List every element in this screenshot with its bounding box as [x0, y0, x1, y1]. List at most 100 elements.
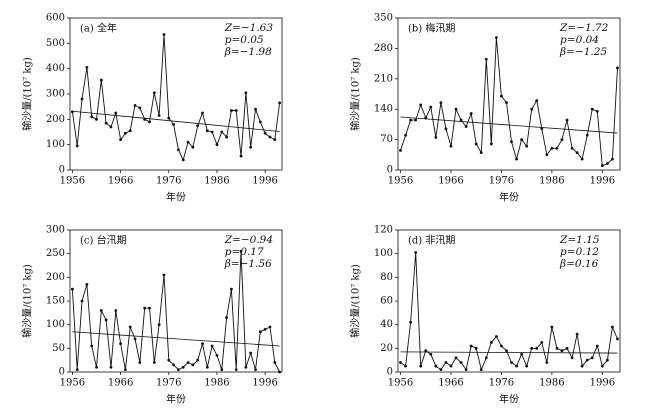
data-point	[95, 117, 98, 121]
data-point	[268, 135, 272, 139]
panel: 0 50 100 150 200 250 300 1956 1966 1976 1986 1996 年份…	[21, 225, 283, 406]
data-point	[196, 124, 200, 128]
data-point	[429, 105, 433, 109]
data-point	[585, 133, 589, 137]
y-tick-label: 600	[46, 13, 65, 24]
data-point	[104, 318, 108, 322]
data-point	[595, 109, 599, 113]
x-axis-label: 年份	[166, 393, 186, 406]
data-point	[590, 356, 594, 360]
data-point	[90, 344, 94, 348]
data-point	[419, 103, 423, 107]
data-point	[263, 328, 267, 331]
data-point	[605, 162, 609, 165]
data-point	[177, 368, 180, 372]
data-point	[404, 133, 407, 137]
data-point	[148, 120, 151, 124]
data-point	[550, 325, 554, 329]
data-point	[474, 142, 478, 146]
data-point	[177, 148, 180, 152]
x-tick-label: 1966	[438, 176, 463, 187]
data-point	[505, 101, 508, 105]
data-line	[71, 251, 281, 373]
data-point	[464, 125, 468, 128]
data-point	[268, 325, 272, 329]
data-point	[530, 107, 534, 111]
data-point	[489, 341, 493, 344]
panel-label: (c) 台汛期	[80, 234, 127, 247]
y-tick-label: 210	[374, 73, 393, 84]
data-point	[540, 127, 544, 131]
data-point	[439, 368, 443, 372]
data-point	[191, 363, 195, 367]
x-tick-label: 1986	[539, 176, 564, 187]
data-point	[278, 370, 281, 374]
data-point	[119, 138, 122, 142]
data-point	[570, 356, 574, 360]
data-point	[510, 140, 513, 144]
data-point	[525, 144, 529, 148]
x-tick-label: 1976	[156, 176, 181, 187]
x-tick-label: 1966	[438, 378, 463, 389]
data-point	[258, 120, 262, 124]
x-tick-label: 1986	[539, 378, 564, 389]
data-point	[595, 344, 599, 348]
y-tick-label: 350	[374, 13, 393, 24]
y-tick-label: 500	[46, 38, 65, 49]
data-point	[510, 361, 513, 364]
data-point	[530, 346, 534, 350]
data-point	[143, 306, 147, 310]
data-point	[500, 344, 503, 348]
data-point	[449, 364, 453, 368]
data-point	[580, 364, 584, 368]
panel: 0 100 200 300 400 500 600 1956 1966 1976 1986 1996 年…	[21, 13, 283, 204]
data-point	[469, 112, 473, 115]
data-point	[555, 346, 559, 350]
data-point	[409, 118, 413, 122]
data-point	[181, 158, 185, 162]
data-point	[210, 130, 214, 134]
data-point	[181, 365, 185, 369]
data-point	[109, 365, 113, 369]
data-point	[273, 361, 277, 364]
data-point	[434, 364, 438, 368]
data-point	[278, 101, 281, 105]
y-axis-label: 输沙量/(10⁷ kg)	[21, 264, 34, 338]
data-point	[133, 337, 137, 341]
data-point	[575, 151, 579, 155]
data-point	[114, 111, 118, 115]
data-point	[239, 154, 243, 158]
data-point	[424, 349, 428, 353]
y-tick-label: 100	[46, 319, 65, 330]
data-point	[244, 365, 248, 369]
data-point	[560, 138, 564, 142]
data-point	[515, 157, 518, 161]
data-point	[80, 299, 84, 303]
data-point	[505, 349, 508, 353]
data-point	[138, 106, 142, 110]
data-point	[454, 356, 458, 360]
data-point	[152, 91, 156, 95]
data-point	[71, 287, 74, 291]
plot-frame	[397, 17, 621, 171]
y-axis-label: 输沙量/(10⁷ kg)	[349, 57, 362, 131]
y-tick-label: 300	[46, 89, 65, 100]
y-tick-label: 50	[52, 343, 65, 354]
data-point	[616, 337, 619, 341]
data-point	[205, 365, 209, 369]
data-point	[570, 146, 574, 150]
y-tick-label: 140	[374, 104, 393, 115]
data-point	[600, 164, 604, 168]
x-tick-label: 1996	[252, 378, 277, 389]
y-tick-label: 100	[46, 139, 65, 150]
data-point	[459, 118, 463, 122]
data-point	[128, 325, 132, 329]
data-point	[273, 138, 277, 142]
data-point	[489, 142, 493, 146]
x-tick-label: 1986	[204, 176, 229, 187]
data-point	[254, 368, 257, 372]
trend-line	[72, 110, 280, 132]
data-point	[239, 249, 243, 253]
data-point	[71, 110, 74, 114]
data-point	[419, 364, 423, 368]
